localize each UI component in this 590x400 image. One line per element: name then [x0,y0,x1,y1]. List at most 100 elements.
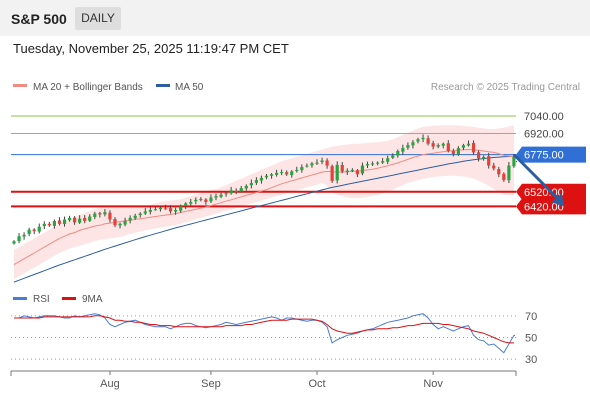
period-daily-button[interactable]: DAILY [75,7,121,30]
candle-body-32 [174,209,178,212]
candle-body-8 [52,220,56,226]
candle-body-84 [436,145,440,147]
candle-body-78 [406,145,410,148]
candle-body-57 [300,167,304,171]
legend-ma20-label: MA 20 + Bollinger Bands [33,82,143,93]
candle-body-26 [143,211,147,214]
legend-9ma-swatch [62,297,76,300]
candle-body-66 [345,170,349,173]
candle-body-30 [163,208,168,210]
candle-body-92 [477,152,481,159]
candle-body-22 [123,220,127,225]
candle-body-24 [133,215,137,219]
candle-body-61 [320,160,324,163]
rsi-tick-70: 70 [525,311,537,323]
level-label-7040.00: 7040.00 [524,111,564,123]
candle-body-53 [280,172,284,174]
candle-body-69 [360,165,365,174]
forecast-arrow-shaft [512,153,562,203]
candle-body-44 [234,191,238,193]
candle-body-52 [275,172,279,175]
level-label-6775.00: 6775.00 [524,150,564,162]
candle-body-23 [128,217,132,221]
candle-body-90 [466,143,471,146]
candle-body-34 [184,203,188,207]
candle-body-65 [340,164,344,172]
candle-body-80 [416,139,420,142]
ma50-line [13,155,515,283]
candle-body-5 [37,226,41,232]
candle-body-76 [396,150,400,156]
datetime-label: Tuesday, November 25, 2025 11:19:47 PM C… [13,41,289,56]
rsi-ma-line [14,315,514,344]
candle-body-91 [471,142,476,153]
candle-body-12 [73,217,77,223]
level-label-6920.00: 6920.00 [524,129,564,141]
candle-body-62 [325,160,329,166]
candle-body-48 [254,180,258,183]
candle-body-51 [269,174,274,176]
candle-body-16 [93,213,97,217]
legend-rsi-label: RSI [33,294,50,305]
candle-body-20 [113,219,117,226]
legend-ma20-swatch [13,84,27,87]
candle-body-38 [204,199,208,202]
candle-body-28 [153,209,157,211]
candle-body-4 [32,229,36,232]
candle-body-25 [138,213,142,216]
candle-body-41 [219,194,223,197]
candle-body-94 [487,156,491,166]
candle-body-1 [17,236,21,242]
symbol-title: S&P 500 [11,11,67,27]
forecast-arrow-head [551,193,565,207]
candle-body-29 [158,207,163,210]
candle-body-21 [118,223,122,226]
candle-body-72 [376,162,380,164]
candle-body-88 [456,148,460,155]
ma20-line [13,148,515,266]
candle-body-75 [391,155,395,158]
candle-body-46 [244,185,248,189]
candle-body-74 [386,158,390,162]
candle-body-56 [295,169,299,172]
candle-body-64 [335,164,339,181]
legend-ma50-label: MA 50 [175,82,204,93]
level-label-6420.00: 6420.00 [524,201,564,213]
candle-body-15 [88,216,92,221]
x-tick-label-Nov: Nov [423,378,443,390]
rsi-plot: 70 50 30 [11,311,537,366]
candle-body-27 [148,209,152,212]
candle-body-42 [224,193,228,195]
candle-body-45 [239,188,243,192]
candle-body-43 [229,190,233,194]
candle-body-49 [259,177,264,181]
x-axis: Aug Sep Oct Nov [10,371,517,390]
candle-body-59 [310,163,314,166]
candle-body-95 [492,165,496,169]
legend-ma50-swatch [156,84,170,87]
x-tick-label-Sep: Sep [201,378,221,390]
bollinger-band [14,125,514,280]
rsi-line [14,313,515,354]
candle-body-83 [431,143,435,147]
candle-body-79 [411,142,415,146]
candle-body-33 [179,206,183,211]
candle-body-9 [57,220,62,224]
candle-body-14 [83,217,87,221]
x-tick-label-Oct: Oct [308,378,325,390]
candle-body-37 [199,199,203,201]
candle-body-71 [370,163,375,165]
candle-body-58 [305,165,309,167]
candle-body-10 [62,219,67,224]
candle-body-93 [482,156,486,159]
candle-body-86 [446,143,450,151]
candle-body-40 [214,196,218,198]
candle-body-89 [461,145,466,148]
candle-body-67 [350,169,354,171]
credit-text: Research © 2025 Trading Central [431,82,580,93]
candle-body-81 [421,137,425,140]
candle-body-60 [315,162,319,164]
candle-body-63 [330,166,334,181]
candle-body-17 [98,213,102,215]
